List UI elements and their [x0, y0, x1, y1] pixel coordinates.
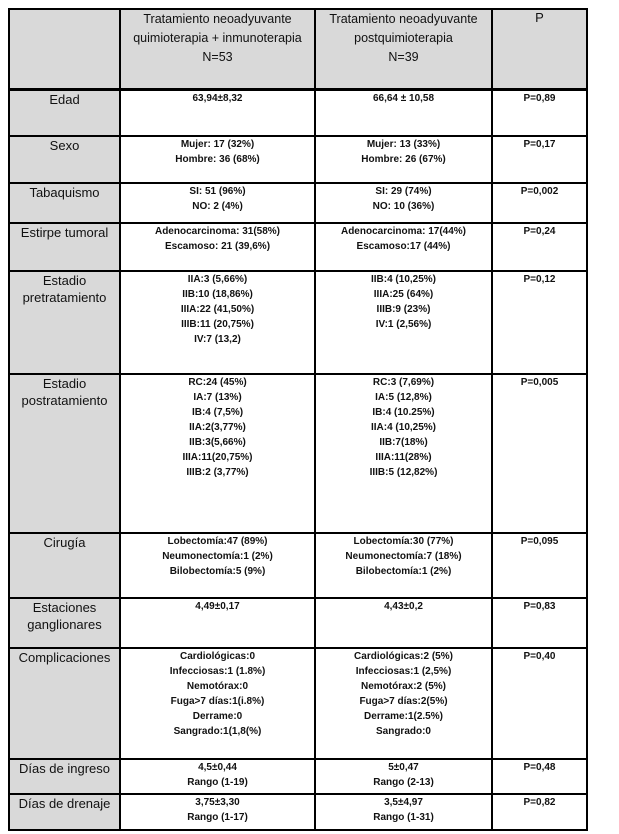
- group2-value: Cardiológicas:2 (5%) Infecciosas:1 (2,5%…: [314, 647, 493, 760]
- table-row-cirugia: Cirugía Lobectomía:47 (89%) Neumonectomí…: [8, 532, 588, 599]
- group2-value: 4,43±0,2: [314, 597, 493, 649]
- group1-value: Mujer: 17 (32%) Hombre: 36 (68%): [119, 135, 316, 184]
- group1-value: SI: 51 (96%) NO: 2 (4%): [119, 182, 316, 224]
- group1-value: 3,75±3,30 Rango (1-17): [119, 793, 316, 831]
- header-row: Tratamiento neoadyuvante quimioterapia +…: [8, 8, 588, 91]
- group2-value: Mujer: 13 (33%) Hombre: 26 (67%): [314, 135, 493, 184]
- row-label: Estaciones ganglionares: [8, 597, 121, 649]
- row-label: Cirugía: [8, 532, 121, 599]
- corner-cell: [8, 8, 121, 91]
- row-label: Edad: [8, 88, 121, 137]
- table-row-sexo: Sexo Mujer: 17 (32%) Hombre: 36 (68%) Mu…: [8, 135, 588, 184]
- group2-value: RC:3 (7,69%) IA:5 (12,8%) IB:4 (10.25%) …: [314, 373, 493, 534]
- row-label: Estadio postratamiento: [8, 373, 121, 534]
- group1-value: Cardiológicas:0 Infecciosas:1 (1.8%) Nem…: [119, 647, 316, 760]
- table-row-complicaciones: Complicaciones Cardiológicas:0 Infeccios…: [8, 647, 588, 760]
- group1-value: Lobectomía:47 (89%) Neumonectomía:1 (2%)…: [119, 532, 316, 599]
- group1-value: 63,94±8,32: [119, 88, 316, 137]
- row-label: Sexo: [8, 135, 121, 184]
- p-value: P=0,24: [491, 222, 588, 272]
- group2-value: Lobectomía:30 (77%) Neumonectomía:7 (18%…: [314, 532, 493, 599]
- row-label: Días de ingreso: [8, 758, 121, 795]
- p-value: P=0,005: [491, 373, 588, 534]
- p-value: P=0,002: [491, 182, 588, 224]
- group2-value: 5±0,47 Rango (2-13): [314, 758, 493, 795]
- group2-value: 66,64 ± 10,58: [314, 88, 493, 137]
- p-value: P=0,12: [491, 270, 588, 375]
- table-row-dias-de-ingreso: Días de ingreso 4,5±0,44 Rango (1-19) 5±…: [8, 758, 588, 795]
- row-label: Estirpe tumoral: [8, 222, 121, 272]
- group1-header: Tratamiento neoadyuvante quimioterapia +…: [119, 8, 316, 91]
- treatment-comparison-table: Tratamiento neoadyuvante quimioterapia +…: [8, 8, 588, 831]
- group1-value: 4,49±0,17: [119, 597, 316, 649]
- group2-value: 3,5±4,97 Rango (1-31): [314, 793, 493, 831]
- row-label: Días de drenaje: [8, 793, 121, 831]
- p-value: P=0,40: [491, 647, 588, 760]
- row-label: Tabaquismo: [8, 182, 121, 224]
- table-row-estirpe-tumoral: Estirpe tumoral Adenocarcinoma: 31(58%) …: [8, 222, 588, 272]
- p-value: P=0,48: [491, 758, 588, 795]
- p-value: P=0,89: [491, 88, 588, 137]
- group1-value: 4,5±0,44 Rango (1-19): [119, 758, 316, 795]
- group1-value: RC:24 (45%) IA:7 (13%) IB:4 (7,5%) IIA:2…: [119, 373, 316, 534]
- group1-value: IIA:3 (5,66%) IIB:10 (18,86%) IIIA:22 (4…: [119, 270, 316, 375]
- row-label: Estadio pretratamiento: [8, 270, 121, 375]
- group1-value: Adenocarcinoma: 31(58%) Escamoso: 21 (39…: [119, 222, 316, 272]
- table-row-edad: Edad 63,94±8,32 66,64 ± 10,58 P=0,89: [8, 88, 588, 137]
- table-row-tabaquismo: Tabaquismo SI: 51 (96%) NO: 2 (4%) SI: 2…: [8, 182, 588, 224]
- table-row-estaciones-ganglionares: Estaciones ganglionares 4,49±0,17 4,43±0…: [8, 597, 588, 649]
- row-label: Complicaciones: [8, 647, 121, 760]
- p-value: P=0,095: [491, 532, 588, 599]
- p-value: P=0,83: [491, 597, 588, 649]
- p-value: P=0,17: [491, 135, 588, 184]
- group2-value: IIB:4 (10,25%) IIIA:25 (64%) IIIB:9 (23%…: [314, 270, 493, 375]
- group2-value: Adenocarcinoma: 17(44%) Escamoso:17 (44%…: [314, 222, 493, 272]
- p-value: P=0,82: [491, 793, 588, 831]
- table-row-estadio-pretratamiento: Estadio pretratamiento IIA:3 (5,66%) IIB…: [8, 270, 588, 375]
- group2-header: Tratamiento neoadyuvante postquimioterap…: [314, 8, 493, 91]
- table-row-estadio-postratamiento: Estadio postratamiento RC:24 (45%) IA:7 …: [8, 373, 588, 534]
- p-header: P: [491, 8, 588, 91]
- group2-value: SI: 29 (74%) NO: 10 (36%): [314, 182, 493, 224]
- table-row-dias-de-drenaje: Días de drenaje 3,75±3,30 Rango (1-17) 3…: [8, 793, 588, 831]
